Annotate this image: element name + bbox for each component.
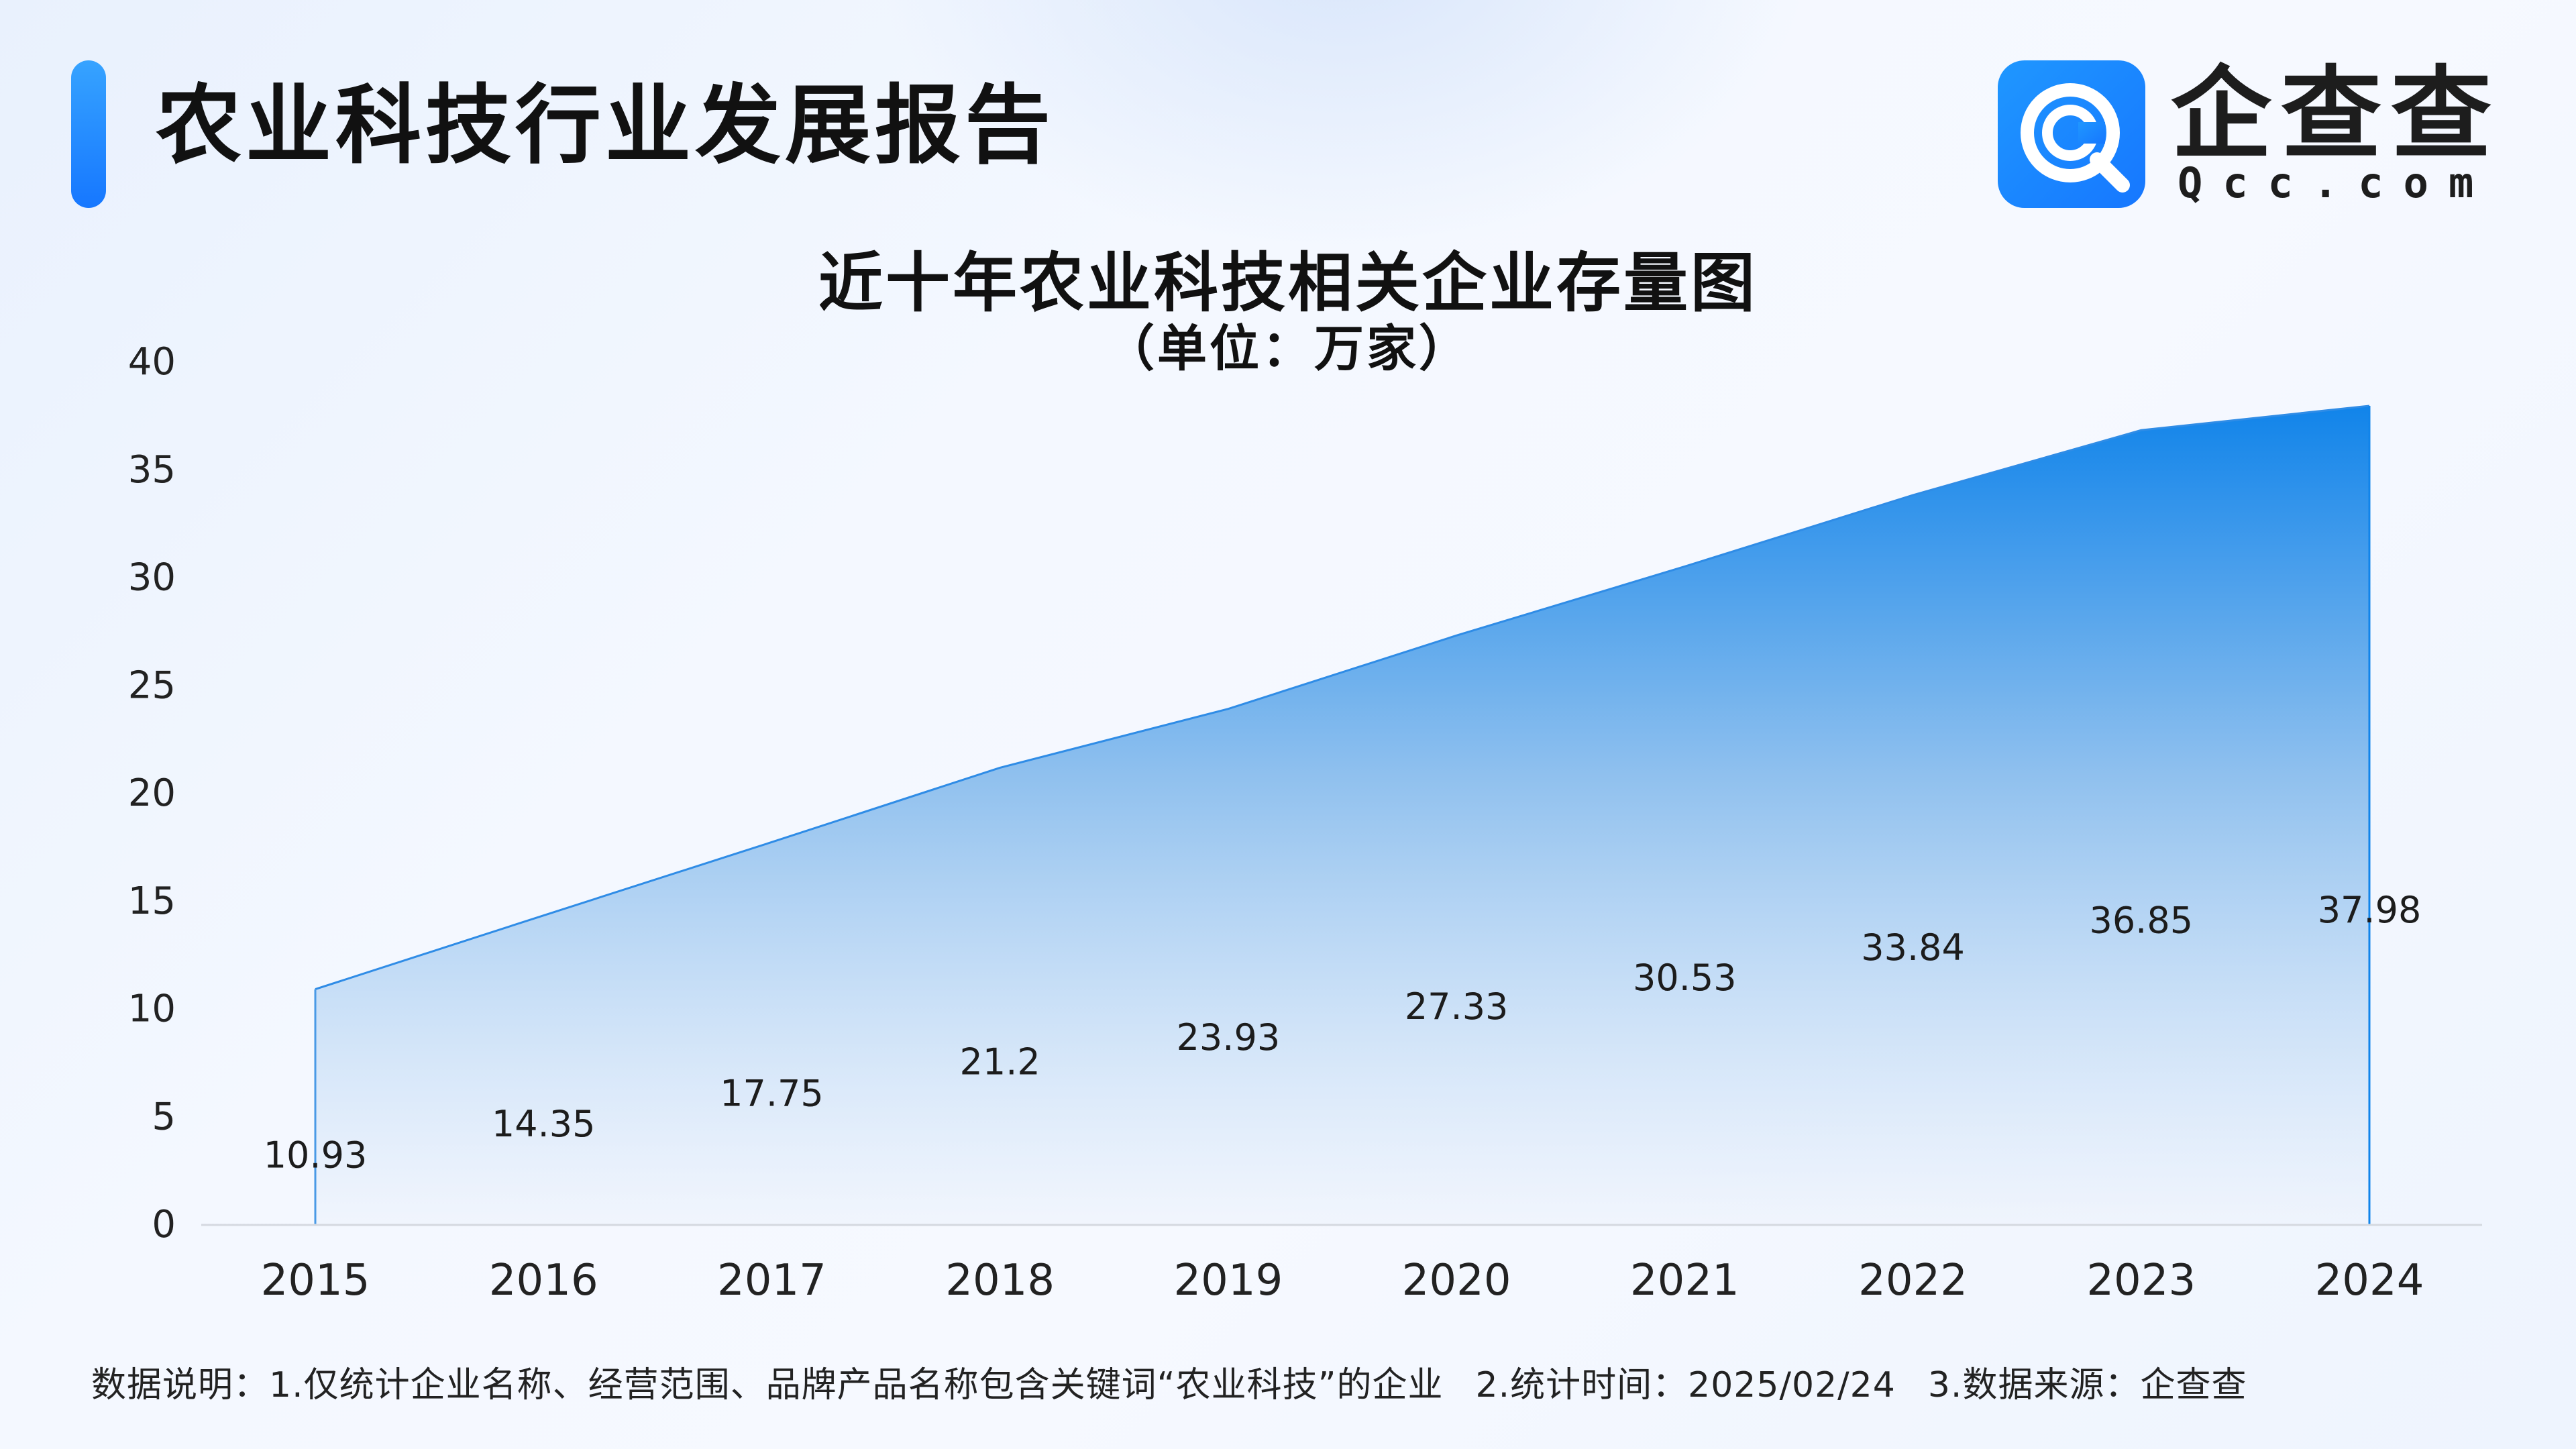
footnote-item-1: 1.仅统计企业名称、经营范围、品牌产品名称包含关键词“农业科技”的企业 <box>269 1365 1444 1405</box>
footnote-item-2: 2.统计时间：2025/02/24 <box>1475 1365 1896 1405</box>
data-label: 21.2 <box>960 1041 1040 1083</box>
data-label: 14.35 <box>492 1103 596 1145</box>
data-label: 37.98 <box>2318 889 2422 931</box>
data-label: 27.33 <box>1405 985 1509 1028</box>
y-tick-label: 30 <box>128 556 176 600</box>
y-tick-label: 5 <box>152 1095 176 1138</box>
area-series-fill <box>315 405 2369 1225</box>
data-label: 10.93 <box>264 1134 368 1176</box>
x-tick-label: 2024 <box>2315 1256 2424 1305</box>
area-series-line <box>315 405 2370 991</box>
data-label: 30.53 <box>1633 957 1737 999</box>
page-title: 农业科技行业发展报告 <box>156 76 1055 176</box>
brand-name-cn: 企查查 <box>2171 56 2502 173</box>
y-tick-label: 20 <box>128 771 176 815</box>
data-label: 36.85 <box>2089 899 2193 941</box>
y-tick-label: 15 <box>128 879 176 923</box>
y-tick-label: 35 <box>128 448 176 492</box>
data-label: 33.84 <box>1861 926 1965 969</box>
footnote-item-3: 3.数据来源：企查查 <box>1927 1365 2247 1405</box>
chart-title: 近十年农业科技相关企业存量图 <box>818 246 1758 321</box>
data-label: 23.93 <box>1177 1016 1281 1059</box>
header-accent-bar <box>71 60 106 208</box>
x-tick-label: 2016 <box>489 1256 598 1305</box>
y-tick-label: 0 <box>152 1203 176 1246</box>
y-tick-label: 25 <box>128 663 176 707</box>
y-tick-label: 10 <box>128 987 176 1031</box>
y-tick-label: 40 <box>128 340 176 384</box>
x-tick-label: 2023 <box>2086 1256 2196 1305</box>
brand-name-en: Qcc.com <box>2178 158 2494 207</box>
footnote: 数据说明：1.仅统计企业名称、经营范围、品牌产品名称包含关键词“农业科技”的企业… <box>91 1362 2279 1409</box>
x-tick-label: 2021 <box>1630 1256 1739 1305</box>
data-label: 17.75 <box>720 1072 824 1114</box>
x-tick-label: 2019 <box>1173 1256 1283 1305</box>
x-tick-label: 2015 <box>261 1256 370 1305</box>
footnote-label: 数据说明： <box>91 1365 270 1405</box>
x-tick-label: 2017 <box>717 1256 826 1305</box>
x-tick-label: 2022 <box>1858 1256 1968 1305</box>
x-tick-label: 2020 <box>1402 1256 1511 1305</box>
chart-subtitle: （单位：万家） <box>1105 320 1471 378</box>
x-tick-label: 2018 <box>945 1256 1055 1305</box>
qcc-logo-icon <box>1998 60 2145 208</box>
